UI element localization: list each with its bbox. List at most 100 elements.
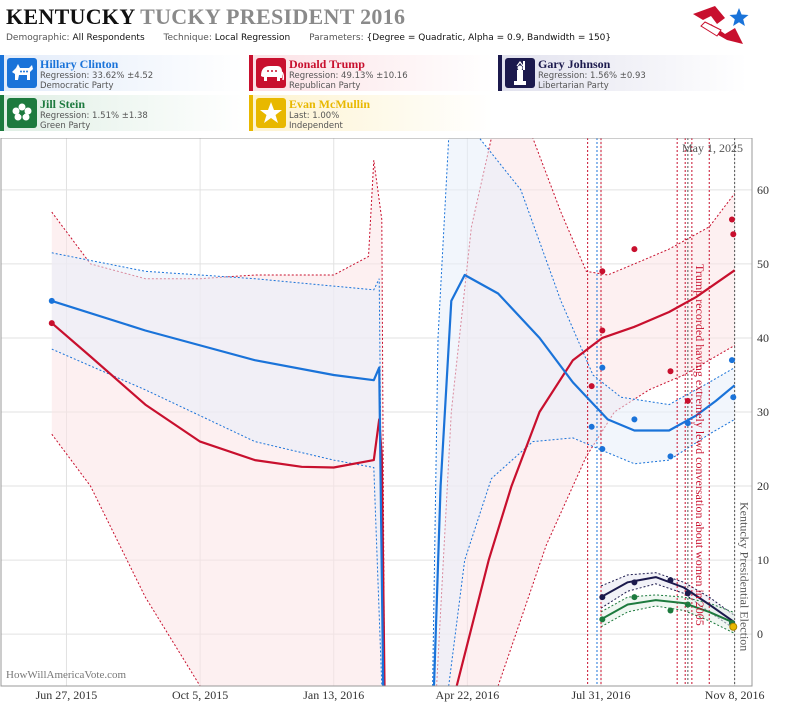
demographic-value: All Respondents: [72, 33, 145, 43]
candidate-name: Hillary Clinton: [40, 57, 119, 71]
technique-value: Local Regression: [214, 33, 291, 43]
x-tick-label: Nov 8, 2016: [705, 688, 765, 702]
poll-point: [729, 622, 738, 631]
candidate-party: Green Party: [40, 120, 91, 131]
poll-point: [684, 590, 691, 597]
poll-point: [599, 364, 606, 371]
y-tick-label: 50: [757, 257, 769, 271]
chart-text: 0 10 20 30 40 50 60 Jun 27, 2015 Oct 5, 2015 Jan …: [6, 141, 769, 702]
title-rest: TUCKY PRESIDENT 2016: [140, 4, 406, 29]
technique-label: Technique:: [163, 33, 212, 43]
poll-point: [730, 231, 737, 238]
confidence-band: [51, 252, 384, 687]
confidence-band: [432, 138, 735, 686]
parameters-value: {Degree = Quadratic, Alpha = 0.9, Bandwi…: [366, 33, 612, 43]
annotation-label: Kentucky Presidential Election: [738, 502, 752, 651]
candidate-regression: Regression: 33.62% ±4.52: [40, 71, 154, 81]
poll-point: [684, 397, 691, 404]
page-title: KENTUCKY TUCKY PRESIDENT 2016: [6, 4, 405, 30]
poll-chart: 0 10 20 30 40 50 60 Jun 27, 2015 Oct 5, 2015 Jan …: [0, 138, 789, 704]
confidence-band: [601, 572, 735, 629]
candidate-regression: Regression: 49.13% ±10.16: [289, 71, 408, 81]
poll-point: [599, 327, 606, 334]
poll-point: [631, 246, 638, 253]
poll-point: [730, 394, 737, 401]
confidence-bound-line: [51, 348, 383, 687]
y-tick-label: 60: [757, 183, 769, 197]
demographic-label: Demographic:: [6, 33, 70, 43]
x-tick-label: Jun 27, 2015: [36, 688, 98, 702]
series-line: [51, 299, 385, 687]
y-tick-label: 40: [757, 331, 769, 345]
confidence-bound-line: [432, 138, 735, 687]
confidence-bands: [51, 138, 735, 687]
series-line: [432, 273, 736, 687]
legend-gary-johnson[interactable]: Gary Johnson Regression: 1.56% ±0.93 Lib…: [498, 55, 747, 91]
statue-of-liberty-icon: [505, 58, 535, 88]
candidate-party: Democratic Party: [40, 80, 114, 91]
legend-donald-trump[interactable]: Donald Trump Regression: 49.13% ±10.16 R…: [249, 55, 493, 91]
poll-point: [48, 320, 55, 327]
candidate-party: Libertarian Party: [538, 80, 609, 91]
poll-point: [684, 601, 691, 608]
y-tick-label: 0: [757, 627, 763, 641]
poll-point: [588, 383, 595, 390]
y-tick-label: 10: [757, 553, 769, 567]
parameters-label: Parameters:: [309, 33, 364, 43]
poll-point: [631, 579, 638, 586]
legend-evan-mcmullin[interactable]: Evan McMullin Last: 1.00% Independent: [249, 95, 493, 131]
parameters-line: Demographic: All Respondents Technique: …: [6, 33, 627, 43]
series-line: [600, 599, 736, 625]
poll-point: [599, 616, 606, 623]
chart-header: KENTUCKY TUCKY PRESIDENT 2016 Demographi…: [0, 0, 789, 50]
flower-icon: [7, 98, 37, 128]
candidate-name: Donald Trump: [289, 57, 365, 71]
x-tick-label: Apr 22, 2016: [436, 688, 500, 702]
confidence-bound-line: [51, 433, 201, 687]
x-tick-label: Jul 31, 2016: [571, 688, 630, 702]
regression-lines: [51, 269, 736, 687]
x-tick-label: Jan 13, 2016: [303, 688, 364, 702]
y-tick-label: 30: [757, 405, 769, 419]
candidate-regression: Regression: 1.56% ±0.93: [538, 71, 646, 81]
confidence-bound-line: [51, 252, 384, 687]
poll-point: [684, 420, 691, 427]
poll-point: [728, 357, 735, 364]
candidate-name: Jill Stein: [40, 97, 86, 111]
confidence-bound-line: [51, 160, 385, 687]
candidate-regression: Regression: 1.51% ±1.38: [40, 111, 148, 121]
legend-jill-stein[interactable]: Jill Stein Regression: 1.51% ±1.38 Green…: [0, 95, 244, 131]
x-tick-label: Oct 5, 2015: [172, 688, 228, 702]
y-tick-label: 20: [757, 479, 769, 493]
confidence-bound-line: [600, 594, 735, 614]
poll-point: [599, 594, 606, 601]
star-icon: [256, 98, 286, 128]
confidence-bound-line: [497, 344, 735, 687]
poll-point: [667, 368, 674, 375]
poll-points: [48, 216, 738, 631]
poll-point: [599, 268, 606, 275]
legend-hillary-clinton[interactable]: Hillary Clinton Regression: 33.62% ±4.52…: [0, 55, 244, 91]
elephant-icon: [256, 58, 286, 88]
poll-point: [667, 577, 674, 584]
confidence-bound-line: [448, 418, 735, 687]
poll-point: [728, 216, 735, 223]
confidence-bound-line: [600, 572, 735, 617]
poll-point: [631, 594, 638, 601]
poll-point: [631, 416, 638, 423]
confidence-band: [601, 594, 735, 634]
poll-point: [667, 453, 674, 460]
candidate-party: Independent: [289, 120, 343, 131]
site-logo-icon: [693, 6, 749, 44]
poll-point: [599, 446, 606, 453]
watermark: HowWillAmericaVote.com: [6, 669, 126, 681]
candidate-last: Last: 1.00%: [289, 111, 340, 121]
plot-frame: [0, 138, 753, 687]
poll-point: [667, 607, 674, 614]
date-label: May 1, 2025: [682, 141, 743, 155]
series-line: [455, 269, 736, 687]
candidate-party: Republican Party: [289, 80, 361, 91]
annotation-label: Trump recorded having extremely lewd con…: [693, 264, 707, 626]
donkey-icon: [7, 58, 37, 88]
title-state: KENTUCKY: [6, 4, 135, 29]
